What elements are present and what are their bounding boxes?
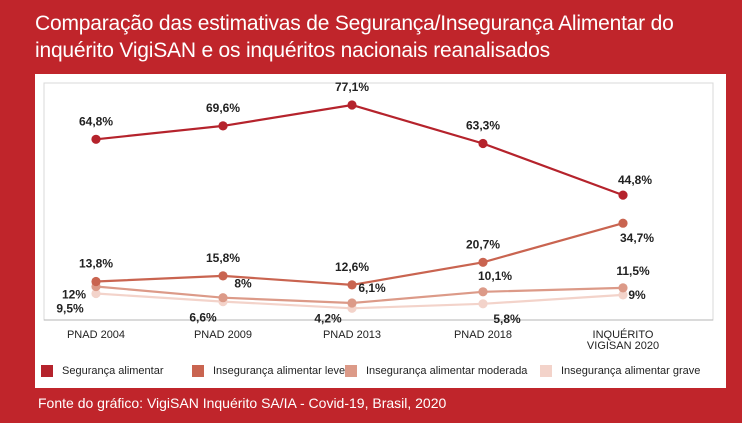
legend-swatch — [41, 365, 53, 377]
data-label: 9,5% — [56, 302, 84, 316]
data-label: 9% — [628, 288, 646, 302]
legend-item: Insegurança alimentar leve — [192, 362, 345, 380]
data-label: 64,8% — [79, 114, 113, 128]
data-label: 13,8% — [79, 257, 113, 271]
series-1-point — [347, 100, 357, 110]
series-2-point — [347, 280, 357, 290]
series-2-point — [91, 276, 101, 287]
x-tick-label: PNAD 2004 — [67, 329, 125, 341]
data-label: 5,8% — [493, 312, 521, 326]
legend-swatch — [345, 365, 357, 377]
series-1-line — [95, 103, 624, 197]
series-3-point — [218, 293, 228, 303]
series-3-point — [618, 283, 628, 293]
legend-swatch — [540, 365, 552, 377]
series-1-point — [478, 138, 488, 149]
legend-item: Insegurança alimentar moderada — [345, 362, 527, 380]
chart-title: Comparação das estimativas de Segurança/… — [35, 12, 674, 62]
series-2-point — [618, 218, 628, 228]
series-1-point — [618, 190, 628, 200]
series-2-point — [218, 271, 228, 281]
legend-label: Insegurança alimentar leve — [213, 365, 346, 377]
x-tick-label: PNAD 2009 — [194, 329, 252, 341]
legend-label: Insegurança alimentar grave — [561, 365, 701, 377]
legend-item: Segurança alimentar — [41, 362, 164, 380]
legend-label: Insegurança alimentar moderada — [366, 365, 528, 377]
data-label: 44,8% — [618, 173, 652, 187]
data-label: 6,6% — [189, 311, 217, 325]
series-2-point — [478, 257, 488, 267]
series-4-point — [478, 299, 488, 309]
x-tick-label: PNAD 2013 — [323, 329, 381, 341]
x-tick-label: PNAD 2018 — [454, 329, 512, 341]
data-label: 11,5% — [616, 264, 650, 278]
data-label: 12,6% — [335, 260, 369, 274]
series-4-point — [91, 288, 101, 299]
data-label: 20,7% — [466, 237, 500, 251]
legend-label: Segurança alimentar — [62, 365, 164, 377]
data-label: 63,3% — [466, 119, 500, 133]
series-1-point — [91, 134, 101, 144]
series-1-point — [218, 121, 228, 131]
series-3-point — [478, 287, 488, 297]
legend-item: Insegurança alimentar grave — [540, 362, 700, 380]
data-label: 34,7% — [620, 231, 654, 245]
legend-swatch — [192, 365, 204, 377]
series-4-point — [618, 290, 628, 300]
series-4-line — [95, 292, 624, 310]
data-label: 10,1% — [478, 269, 512, 283]
x-tick-label: INQUÉRITO — [593, 328, 654, 341]
line-chart: PNAD 2004 PNAD 2009 PNAD 2013 PNAD 2018 INQU… — [43, 80, 714, 352]
x-tick-label: VIGISAN 2020 — [587, 340, 659, 352]
source-note: Fonte do gráfico: VigiSAN Inquérito SA/I… — [38, 395, 447, 411]
data-label: 77,1% — [335, 80, 369, 94]
data-label: 15,8% — [206, 251, 240, 265]
data-label: 8% — [234, 277, 252, 291]
series-2-line — [95, 222, 624, 287]
series-3-point — [347, 298, 357, 308]
data-label: 4,2% — [314, 311, 342, 325]
data-label: 69,6% — [206, 101, 240, 115]
chart-panel: PNAD 2004 PNAD 2009 PNAD 2013 PNAD 2018 INQU… — [35, 74, 726, 388]
data-label: 12% — [62, 288, 86, 302]
data-label: 6,1% — [358, 281, 386, 295]
